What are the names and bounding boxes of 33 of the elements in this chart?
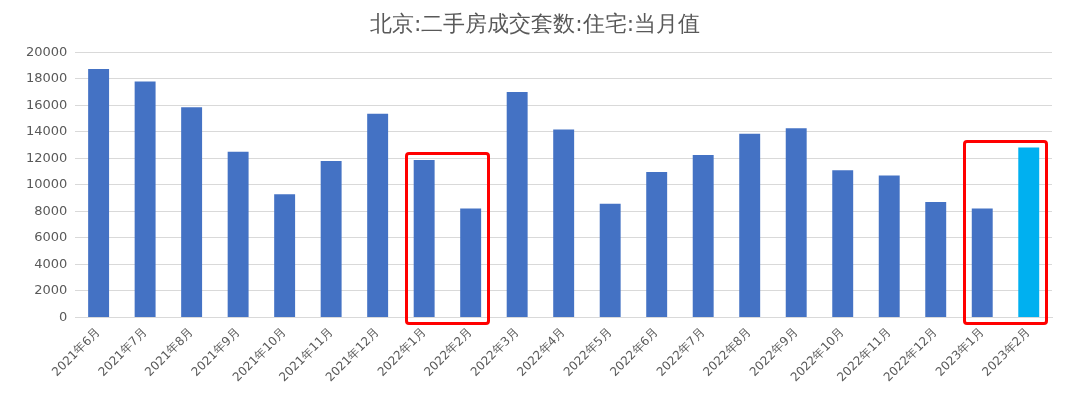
- bar: [413, 160, 435, 317]
- bar: [832, 170, 854, 317]
- bar: [367, 113, 389, 317]
- bar: [646, 172, 668, 317]
- bar: [785, 128, 807, 317]
- y-tick-label: 4000: [34, 255, 68, 271]
- bar: [506, 92, 528, 317]
- bar: [599, 203, 621, 317]
- bar: [878, 175, 900, 317]
- bar: [227, 151, 249, 317]
- y-tick-label: 0: [59, 308, 68, 324]
- bar: [692, 155, 714, 317]
- y-tick-label: 10000: [26, 176, 68, 192]
- y-tick-label: 8000: [34, 202, 68, 218]
- y-tick-label: 12000: [26, 149, 68, 165]
- bar: [274, 194, 296, 317]
- bar: [971, 208, 993, 317]
- bar: [553, 129, 575, 317]
- y-tick-label: 20000: [26, 43, 68, 59]
- bar: [739, 133, 761, 317]
- y-tick-label: 16000: [26, 96, 68, 112]
- bar: [925, 201, 947, 317]
- chart-title: 北京:二手房成交套数:住宅:当月值: [369, 10, 701, 36]
- bar: [134, 81, 156, 317]
- bar: [181, 107, 203, 317]
- bar: [320, 161, 342, 317]
- y-tick-label: 2000: [34, 282, 68, 298]
- bar: [1018, 147, 1040, 317]
- y-tick-label: 18000: [26, 70, 68, 86]
- bar: [460, 208, 482, 317]
- y-tick-label: 14000: [26, 123, 68, 139]
- y-tick-label: 6000: [34, 229, 68, 245]
- bar: [88, 68, 110, 317]
